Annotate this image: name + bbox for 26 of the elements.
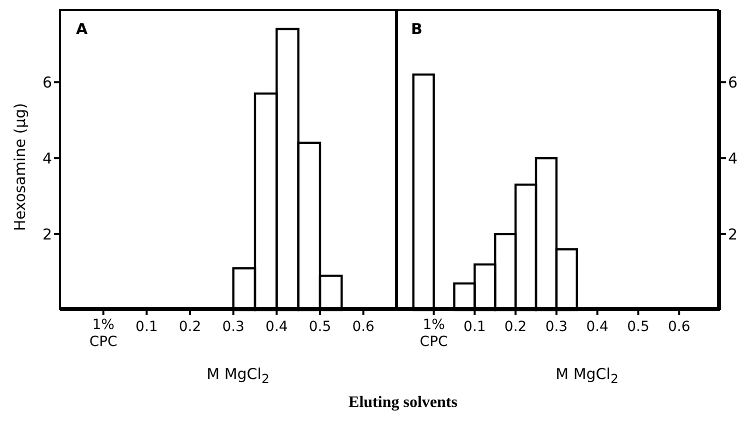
x-tick-label: 0.5 <box>308 319 332 335</box>
y-tick-label: 4 <box>42 149 52 168</box>
x-tick-label: 0.4 <box>586 319 609 335</box>
x-tick-label: 0.3 <box>222 319 244 335</box>
text: Eluting solvents <box>348 394 458 412</box>
y-axis-title: Hexosamine (μg) <box>11 102 29 233</box>
x-tick-label: 0.2 <box>504 319 527 335</box>
y-tick-label: 2 <box>728 225 738 244</box>
x-axis-title: M MgCl$_{2}$ <box>554 365 620 386</box>
y-tick-label: 6 <box>728 73 738 92</box>
x-tick-label: 0.5 <box>627 319 650 335</box>
x-axis-title: M MgCl$_{2}$ <box>206 365 270 386</box>
y-tick-label: 2 <box>42 225 52 244</box>
x-tick-label: 0.4 <box>266 319 288 335</box>
text: A <box>76 20 88 38</box>
y-tick-label: 6 <box>42 73 52 92</box>
x-tick-label: 0.1 <box>464 319 486 335</box>
x-tick-label: 0.6 <box>668 319 690 335</box>
x-tick-label: 0.3 <box>545 319 568 335</box>
x-tick-label: 0.2 <box>178 319 202 335</box>
x-tick-label: 0.6 <box>352 319 375 335</box>
text: 1% CPC <box>89 317 118 350</box>
y-tick-label: 4 <box>728 149 738 168</box>
text: B <box>411 20 422 38</box>
x-tick-label: 0.1 <box>136 319 158 335</box>
text: 1% CPC <box>420 317 448 350</box>
